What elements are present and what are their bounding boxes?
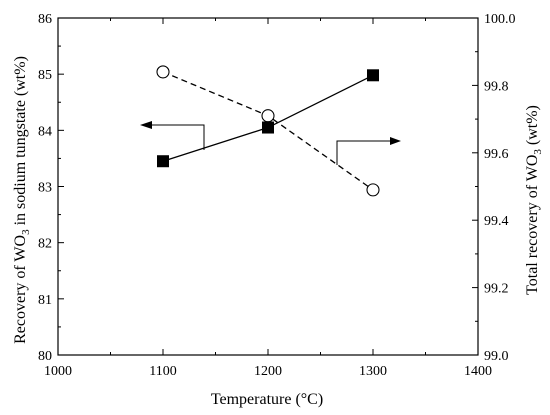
series-2-point (366, 183, 380, 197)
left-axis-pointer-arrowhead (140, 121, 152, 129)
left-tick-label: 82 (38, 237, 52, 252)
right-tick-label: 99.0 (484, 349, 509, 364)
x-tick-label: 1000 (44, 364, 72, 379)
x-axis-title: Temperature (°C) (211, 391, 323, 408)
right-axis-title: Total recovery of WO3 (wt%) (524, 105, 544, 295)
series-2-point (261, 109, 275, 123)
x-tick-label: 1400 (464, 364, 492, 379)
left-axis-title-unit: in sodium tungstate (wt%) (12, 56, 29, 229)
left-axis-title: Recovery of WO3 in sodium tungstate (wt%… (12, 56, 32, 344)
series-layer (156, 65, 380, 197)
plot-border (57, 17, 479, 356)
series-1-point (367, 69, 379, 82)
left-axis-ticks: 80 81 82 83 84 85 86 (38, 12, 64, 364)
plot-frame (57, 17, 479, 356)
right-tick-label: 100.0 (484, 12, 516, 27)
right-tick-label: 99.4 (484, 214, 509, 229)
x-tick-label: 1100 (149, 364, 176, 379)
left-tick-label: 81 (38, 293, 52, 308)
right-tick-label: 99.8 (484, 79, 509, 94)
left-axis-title-main: Recovery of WO (12, 235, 29, 344)
left-tick-label: 80 (38, 349, 52, 364)
series-1-point (262, 121, 274, 134)
left-axis-title-subscript: 3 (20, 229, 32, 235)
right-axis-pointer-line (336, 140, 390, 165)
right-tick-label: 99.2 (484, 282, 509, 297)
left-tick-label: 84 (38, 124, 52, 139)
series-1-point (157, 155, 169, 168)
right-tick-label: 99.6 (484, 147, 509, 162)
right-axis-ticks: 99.0 99.2 99.4 99.6 99.8 100.0 (472, 12, 516, 364)
left-axis-pointer-line (152, 124, 205, 150)
x-tick-label: 1200 (254, 364, 282, 379)
annotations (140, 121, 401, 165)
right-axis-title-subscript: 3 (532, 149, 544, 155)
x-axis-ticks: 1000 1100 1200 1300 1400 (44, 18, 492, 379)
right-axis-pointer-arrowhead (390, 137, 401, 145)
left-tick-label: 86 (38, 12, 52, 27)
x-tick-label: 1300 (359, 364, 387, 379)
right-axis-title-main: Total recovery of WO (524, 155, 541, 295)
right-axis-title-unit: (wt%) (524, 105, 541, 149)
series-2-point (156, 65, 170, 79)
left-tick-label: 85 (38, 68, 52, 83)
left-tick-label: 83 (38, 181, 52, 196)
